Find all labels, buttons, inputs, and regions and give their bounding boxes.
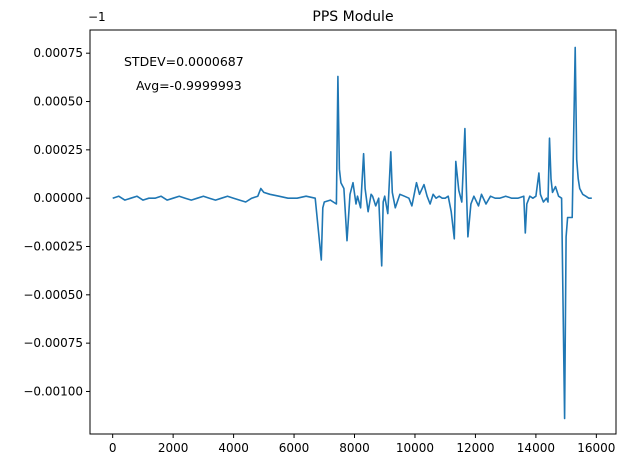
series-line-0 — [112, 46, 592, 420]
annotation-avg: Avg=-0.9999993 — [136, 78, 242, 93]
x-tick-label: 2000 — [158, 441, 189, 455]
y-tick-label: −0.00075 — [23, 336, 83, 350]
annotation-stdev: STDEV=0.0000687 — [124, 54, 244, 69]
y-tick-label: 0.00075 — [33, 46, 83, 60]
x-tick-label: 14000 — [517, 441, 555, 455]
axes-frame — [89, 29, 617, 435]
chart-title: PPS Module — [312, 9, 393, 25]
y-tick-label: −0.00050 — [23, 288, 83, 302]
y-tick-label: 0.00000 — [33, 191, 83, 205]
x-tick-label: 10000 — [396, 441, 434, 455]
x-tick-label: 0 — [109, 441, 117, 455]
plot-area — [112, 46, 592, 420]
x-axis: 0 2000 4000 6000 8000 10000 12000 14000 16000 — [109, 434, 615, 455]
x-tick-label: 12000 — [456, 441, 494, 455]
y-axis: 0.00075 0.00050 0.00025 0.00000 −0.00025 −0.0… — [23, 46, 90, 398]
y-tick-label: 0.00050 — [33, 95, 83, 109]
x-tick-label: 8000 — [339, 441, 370, 455]
axis-offset-label: −1 — [88, 10, 106, 24]
x-tick-label: 6000 — [279, 441, 310, 455]
x-tick-label: 16000 — [577, 441, 615, 455]
y-tick-label: −0.00025 — [23, 239, 83, 253]
y-tick-label: −0.00100 — [23, 384, 83, 398]
y-tick-label: 0.00025 — [33, 143, 83, 157]
x-tick-label: 4000 — [218, 441, 249, 455]
